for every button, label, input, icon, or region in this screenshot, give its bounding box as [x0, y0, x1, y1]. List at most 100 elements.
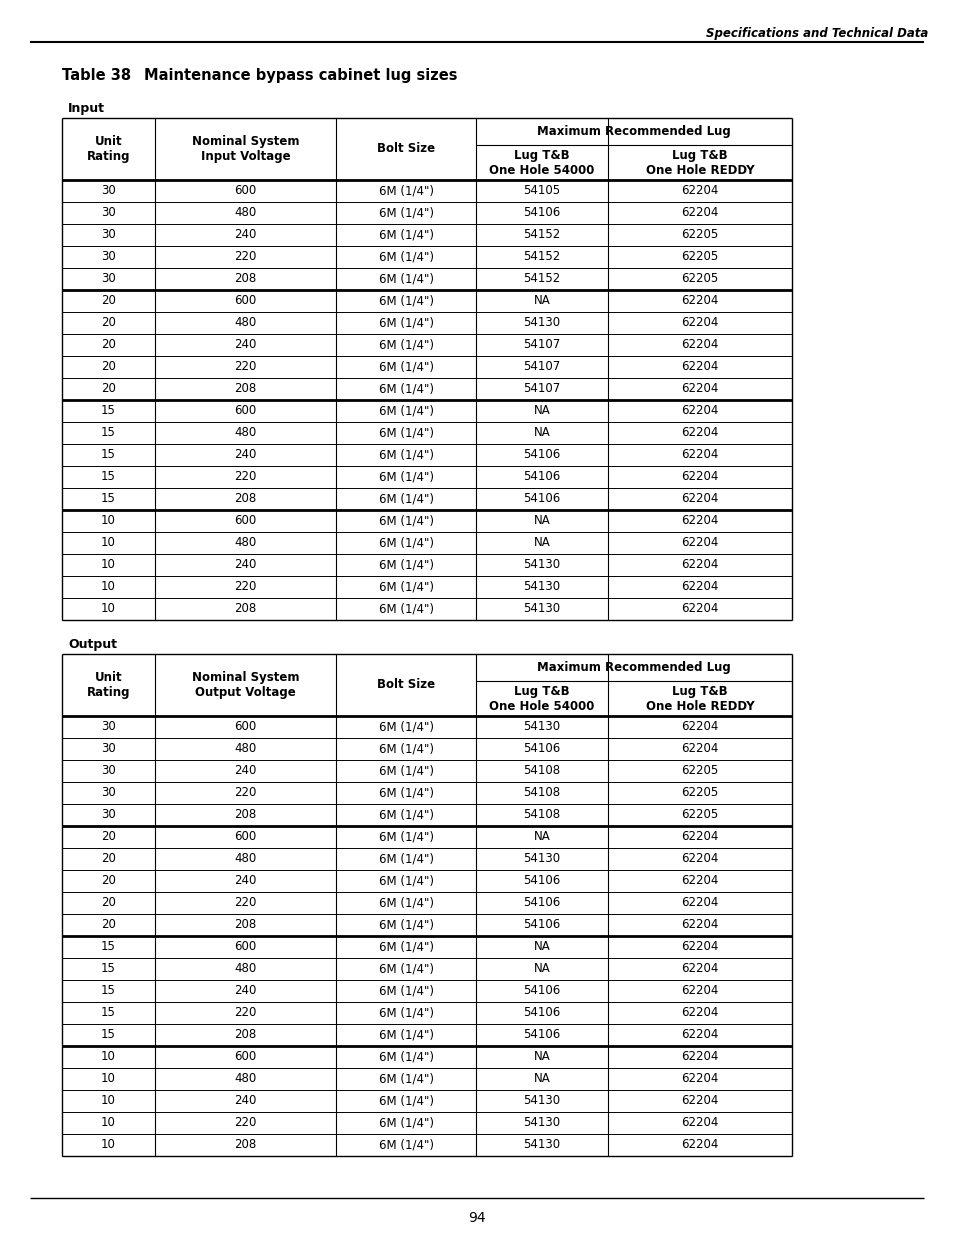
Text: Bolt Size: Bolt Size: [376, 678, 435, 692]
Text: NA: NA: [533, 1072, 550, 1086]
Text: 54106: 54106: [523, 448, 560, 462]
Text: 6M (1/4"): 6M (1/4"): [378, 471, 434, 483]
Text: 6M (1/4"): 6M (1/4"): [378, 515, 434, 527]
Text: 62204: 62204: [680, 361, 718, 373]
Text: 54130: 54130: [523, 580, 560, 594]
Text: NA: NA: [533, 1051, 550, 1063]
Text: 6M (1/4"): 6M (1/4"): [378, 1029, 434, 1041]
Text: 480: 480: [234, 206, 256, 220]
Text: 6M (1/4"): 6M (1/4"): [378, 206, 434, 220]
Text: 15: 15: [101, 941, 115, 953]
Text: 54106: 54106: [523, 874, 560, 888]
Text: 6M (1/4"): 6M (1/4"): [378, 603, 434, 615]
Text: 30: 30: [101, 228, 115, 242]
Text: 15: 15: [101, 493, 115, 505]
Text: 15: 15: [101, 405, 115, 417]
Text: 62204: 62204: [680, 852, 718, 866]
Text: 10: 10: [101, 536, 115, 550]
Text: 10: 10: [101, 1094, 115, 1108]
Text: 54108: 54108: [523, 764, 560, 778]
Text: 62205: 62205: [680, 764, 718, 778]
Text: 15: 15: [101, 448, 115, 462]
Text: 480: 480: [234, 316, 256, 330]
Text: 20: 20: [101, 852, 115, 866]
Text: Output: Output: [68, 638, 117, 651]
Text: 62204: 62204: [680, 383, 718, 395]
Text: Input: Input: [68, 103, 105, 115]
Text: 6M (1/4"): 6M (1/4"): [378, 742, 434, 756]
Text: 6M (1/4"): 6M (1/4"): [378, 1139, 434, 1151]
Text: 20: 20: [101, 897, 115, 909]
Text: 62204: 62204: [680, 448, 718, 462]
Text: Maximum Recommended Lug: Maximum Recommended Lug: [537, 661, 730, 674]
Text: 62204: 62204: [680, 405, 718, 417]
Text: 54106: 54106: [523, 984, 560, 998]
Text: 15: 15: [101, 426, 115, 440]
Text: 54106: 54106: [523, 919, 560, 931]
Text: 240: 240: [234, 448, 256, 462]
Text: 54106: 54106: [523, 206, 560, 220]
Text: 62205: 62205: [680, 273, 718, 285]
Text: 6M (1/4"): 6M (1/4"): [378, 874, 434, 888]
Text: 62204: 62204: [680, 558, 718, 572]
Text: 220: 220: [234, 787, 256, 799]
Text: 30: 30: [101, 809, 115, 821]
Text: 54108: 54108: [523, 787, 560, 799]
Text: 54107: 54107: [523, 383, 560, 395]
Text: 6M (1/4"): 6M (1/4"): [378, 764, 434, 778]
Text: 62204: 62204: [680, 874, 718, 888]
Text: 20: 20: [101, 316, 115, 330]
Text: 480: 480: [234, 852, 256, 866]
Text: NA: NA: [533, 941, 550, 953]
Text: 20: 20: [101, 361, 115, 373]
Text: 10: 10: [101, 558, 115, 572]
Text: 54106: 54106: [523, 742, 560, 756]
Text: 62204: 62204: [680, 493, 718, 505]
Text: 54152: 54152: [523, 228, 560, 242]
Text: 6M (1/4"): 6M (1/4"): [378, 1072, 434, 1086]
Text: 220: 220: [234, 471, 256, 483]
Text: 6M (1/4"): 6M (1/4"): [378, 228, 434, 242]
Text: 6M (1/4"): 6M (1/4"): [378, 1094, 434, 1108]
Text: 600: 600: [234, 515, 256, 527]
Text: 208: 208: [234, 603, 256, 615]
Text: NA: NA: [533, 426, 550, 440]
Text: 20: 20: [101, 830, 115, 844]
Text: 6M (1/4"): 6M (1/4"): [378, 558, 434, 572]
Text: 62204: 62204: [680, 316, 718, 330]
Text: 62204: 62204: [680, 515, 718, 527]
Text: 54106: 54106: [523, 1007, 560, 1020]
Text: 62204: 62204: [680, 1029, 718, 1041]
Text: Lug T&B
One Hole REDDY: Lug T&B One Hole REDDY: [645, 148, 754, 177]
Text: 15: 15: [101, 1029, 115, 1041]
Text: 62204: 62204: [680, 603, 718, 615]
Text: 480: 480: [234, 742, 256, 756]
Text: 54107: 54107: [523, 338, 560, 352]
Text: 220: 220: [234, 1116, 256, 1130]
Text: 62204: 62204: [680, 184, 718, 198]
Text: 208: 208: [234, 1029, 256, 1041]
Text: 220: 220: [234, 580, 256, 594]
Text: 600: 600: [234, 720, 256, 734]
Text: 6M (1/4"): 6M (1/4"): [378, 1051, 434, 1063]
Text: 62204: 62204: [680, 1007, 718, 1020]
Text: 54130: 54130: [523, 1094, 560, 1108]
Text: 208: 208: [234, 383, 256, 395]
Text: 62204: 62204: [680, 1116, 718, 1130]
Text: 10: 10: [101, 1139, 115, 1151]
Text: 6M (1/4"): 6M (1/4"): [378, 720, 434, 734]
Text: 30: 30: [101, 184, 115, 198]
Text: 54108: 54108: [523, 809, 560, 821]
Text: 6M (1/4"): 6M (1/4"): [378, 1116, 434, 1130]
Text: 30: 30: [101, 742, 115, 756]
Text: 30: 30: [101, 764, 115, 778]
Text: 30: 30: [101, 720, 115, 734]
Text: 54106: 54106: [523, 493, 560, 505]
Text: 600: 600: [234, 1051, 256, 1063]
Text: 20: 20: [101, 919, 115, 931]
Text: NA: NA: [533, 830, 550, 844]
Text: 20: 20: [101, 383, 115, 395]
Text: 62204: 62204: [680, 897, 718, 909]
Text: 10: 10: [101, 1051, 115, 1063]
Text: 6M (1/4"): 6M (1/4"): [378, 852, 434, 866]
